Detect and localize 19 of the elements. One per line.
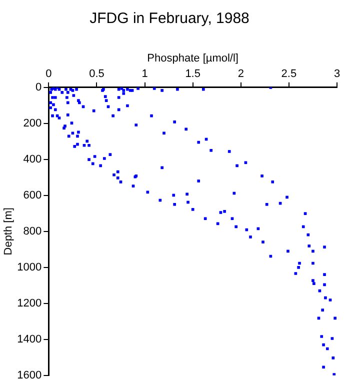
x-tick-label: 0.5 [89, 68, 104, 80]
x-tick-label: 2.5 [281, 68, 297, 80]
y-tick-label: 600 [23, 189, 42, 202]
y-tick-label: 800 [23, 225, 42, 238]
y-tick-label: 400 [23, 153, 42, 166]
y-tick-label: 0 [36, 81, 42, 94]
x-axis-title: Phosphate [µmol/l] [147, 52, 239, 65]
x-tick-label: 2 [238, 68, 244, 80]
x-tick-label: 3 [334, 68, 340, 80]
x-tick-label: 1.5 [185, 68, 200, 80]
y-tick-label: 1600 [17, 369, 42, 382]
y-tick-label: 1000 [17, 261, 42, 274]
y-tick-label: 200 [23, 117, 42, 130]
y-tick-label: 1400 [17, 333, 42, 346]
x-tick-label: 1 [142, 68, 148, 80]
x-tick-label: 0 [46, 68, 52, 80]
y-axis-title: Depth [m] [2, 208, 15, 256]
y-tick-label: 1200 [17, 297, 42, 310]
chart-title: JFDG in February, 1988 [90, 10, 250, 28]
